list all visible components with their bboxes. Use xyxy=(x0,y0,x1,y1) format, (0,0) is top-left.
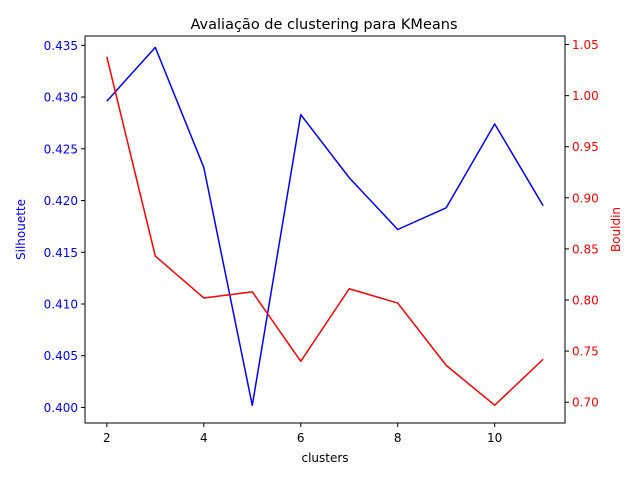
right-y-tick-label: 0.80 xyxy=(572,293,599,307)
x-tick-label: 10 xyxy=(487,431,502,445)
plot-area xyxy=(106,46,544,407)
left-y-tick-label: 0.435 xyxy=(44,39,78,53)
left-y-tick-label: 0.430 xyxy=(44,91,78,105)
plot-frame xyxy=(84,35,566,424)
x-axis-label: clusters xyxy=(301,451,348,465)
left-y-tick-label: 0.415 xyxy=(44,246,78,260)
left-y-tick-label: 0.400 xyxy=(44,401,78,415)
left-y-tick-label: 0.420 xyxy=(44,194,78,208)
left-y-tick-label: 0.405 xyxy=(44,349,78,363)
x-tick-label: 6 xyxy=(297,431,305,445)
left-y-tick-label: 0.410 xyxy=(44,298,78,312)
chart-title: Avaliação de clustering para KMeans xyxy=(190,17,457,33)
right-y-tick-label: 0.90 xyxy=(572,191,599,205)
x-tick-label: 2 xyxy=(103,431,111,445)
right-y-tick-label: 1.05 xyxy=(572,38,599,52)
axes: 2 4 6 8 10 0.400 0.405 0.410 0.415 0.420 0.425 0.43… xyxy=(44,38,599,445)
left-axis-label: Silhouette xyxy=(14,199,28,260)
left-y-tick-label: 0.425 xyxy=(44,142,78,156)
right-axis-label: Bouldin xyxy=(609,207,623,252)
silhouette-series-line xyxy=(106,46,544,407)
x-tick-label: 8 xyxy=(394,431,402,445)
right-y-tick-label: 0.75 xyxy=(572,345,599,359)
bouldin-series-line xyxy=(106,56,544,406)
right-y-tick-label: 1.00 xyxy=(572,89,599,103)
right-y-tick-label: 0.85 xyxy=(572,242,599,256)
right-y-tick-label: 0.70 xyxy=(572,396,599,410)
right-y-tick-label: 0.95 xyxy=(572,140,599,154)
x-tick-label: 4 xyxy=(200,431,208,445)
